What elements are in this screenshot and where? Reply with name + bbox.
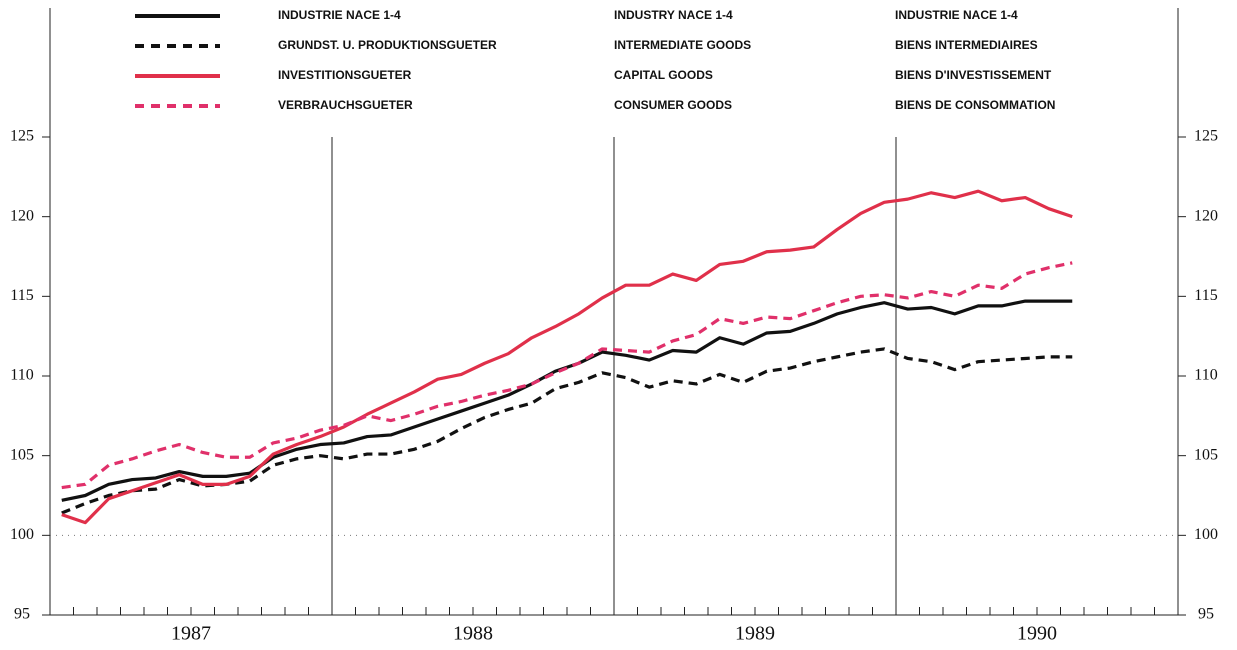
legend-label-fr: BIENS D'INVESTISSEMENT [895,68,1052,82]
legend-label-en: INDUSTRY NACE 1-4 [614,8,733,22]
y-tick-label: 110 [10,367,33,384]
y-tick-label: 125 [10,128,34,145]
x-tick-label: 1987 [171,623,211,645]
y-tick-label: 95 [14,606,30,623]
y-tick-label: 105 [10,446,34,463]
y-tick-label-right: 115 [1194,287,1217,304]
y-tick-label-right: 110 [1194,367,1217,384]
series-line [61,299,1073,502]
y-tick-label-right: 120 [1194,207,1218,224]
legend-label-en: CONSUMER GOODS [614,98,732,112]
y-tick-label-right: 100 [1194,526,1218,543]
y-tick-label-right: 95 [1198,606,1214,623]
legend-label: INDUSTRIE NACE 1-4 [278,8,401,22]
y-tick-label-right: 125 [1194,128,1218,145]
series-line [61,189,1073,525]
y-tick-label-right: 105 [1194,446,1218,463]
x-tick-label: 1989 [735,623,775,645]
y-tick-label: 120 [10,207,34,224]
legend-label: INVESTITIONSGUETER [278,68,412,82]
legend-label: GRUNDST. U. PRODUKTIONSGUETER [278,38,497,52]
legend-label: VERBRAUCHSGUETER [278,98,413,112]
series-line [61,261,1073,490]
legend-label-fr: BIENS DE CONSOMMATION [895,98,1055,112]
x-tick-label: 1990 [1017,623,1057,645]
series-line [61,347,1073,515]
legend-label-fr: BIENS INTERMEDIAIRES [895,38,1038,52]
x-tick-label: 1988 [453,623,493,645]
y-tick-label: 115 [10,287,33,304]
legend-label-fr: INDUSTRIE NACE 1-4 [895,8,1018,22]
legend-label-en: INTERMEDIATE GOODS [614,38,751,52]
legend-label-en: CAPITAL GOODS [614,68,713,82]
y-tick-label: 100 [10,526,34,543]
